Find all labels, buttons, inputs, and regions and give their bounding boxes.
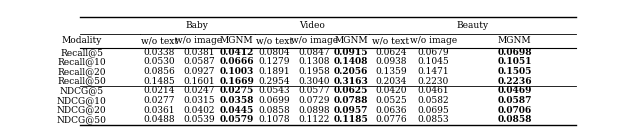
Text: 0.0579: 0.0579 xyxy=(220,115,254,124)
Text: 0.0729: 0.0729 xyxy=(298,96,330,105)
Text: 0.0853: 0.0853 xyxy=(417,115,449,124)
Text: 0.1185: 0.1185 xyxy=(334,115,369,124)
Text: 0.1122: 0.1122 xyxy=(298,115,330,124)
Text: Recall@5: Recall@5 xyxy=(60,48,103,57)
Text: 0.0938: 0.0938 xyxy=(375,58,407,66)
Text: 0.0858: 0.0858 xyxy=(259,106,291,115)
Text: 0.0461: 0.0461 xyxy=(417,86,449,95)
Text: 0.0858: 0.0858 xyxy=(497,115,532,124)
Text: Recall@50: Recall@50 xyxy=(57,77,106,86)
Text: Beauty: Beauty xyxy=(456,21,488,30)
Text: 0.0847: 0.0847 xyxy=(298,48,330,57)
Text: w/o image: w/o image xyxy=(291,36,338,45)
Text: 0.0488: 0.0488 xyxy=(143,115,175,124)
Text: 0.0856: 0.0856 xyxy=(143,67,175,76)
Text: 0.1505: 0.1505 xyxy=(497,67,532,76)
Text: 0.0706: 0.0706 xyxy=(497,106,532,115)
Text: 0.0695: 0.0695 xyxy=(417,106,449,115)
Text: 0.1408: 0.1408 xyxy=(334,58,369,66)
Text: Video: Video xyxy=(299,21,324,30)
Text: 0.1485: 0.1485 xyxy=(143,77,175,86)
Text: 0.1359: 0.1359 xyxy=(375,67,407,76)
Text: 0.2056: 0.2056 xyxy=(334,67,369,76)
Text: 0.0636: 0.0636 xyxy=(375,106,407,115)
Text: 0.3163: 0.3163 xyxy=(334,77,369,86)
Text: 0.0445: 0.0445 xyxy=(220,106,254,115)
Text: 0.0957: 0.0957 xyxy=(334,106,369,115)
Text: 0.0776: 0.0776 xyxy=(375,115,407,124)
Text: 0.2954: 0.2954 xyxy=(259,77,291,86)
Text: 0.1003: 0.1003 xyxy=(220,67,254,76)
Text: 0.0666: 0.0666 xyxy=(220,58,254,66)
Text: 0.1669: 0.1669 xyxy=(220,77,254,86)
Text: w/o image: w/o image xyxy=(410,36,457,45)
Text: 0.0587: 0.0587 xyxy=(497,96,532,105)
Text: 0.0412: 0.0412 xyxy=(220,48,254,57)
Text: Recall@20: Recall@20 xyxy=(57,67,106,76)
Text: w/o image: w/o image xyxy=(175,36,223,45)
Text: 0.1958: 0.1958 xyxy=(298,67,330,76)
Text: 0.0277: 0.0277 xyxy=(143,96,175,105)
Text: 0.1601: 0.1601 xyxy=(183,77,215,86)
Text: 0.0577: 0.0577 xyxy=(298,86,330,95)
Text: 0.0898: 0.0898 xyxy=(298,106,330,115)
Text: 0.0679: 0.0679 xyxy=(417,48,449,57)
Text: 0.0525: 0.0525 xyxy=(375,96,407,105)
Text: 0.0625: 0.0625 xyxy=(334,86,369,95)
Text: 0.0927: 0.0927 xyxy=(183,67,215,76)
Text: NDCG@10: NDCG@10 xyxy=(56,96,106,105)
Text: Recall@10: Recall@10 xyxy=(57,58,106,66)
Text: 0.0698: 0.0698 xyxy=(497,48,532,57)
Text: 0.0788: 0.0788 xyxy=(334,96,369,105)
Text: 0.1051: 0.1051 xyxy=(497,58,532,66)
Text: Baby: Baby xyxy=(186,21,209,30)
Text: 0.0624: 0.0624 xyxy=(375,48,407,57)
Text: NDCG@20: NDCG@20 xyxy=(57,106,106,115)
Text: 0.3040: 0.3040 xyxy=(298,77,330,86)
Text: 0.1279: 0.1279 xyxy=(259,58,290,66)
Text: 0.0587: 0.0587 xyxy=(183,58,215,66)
Text: MGNM: MGNM xyxy=(498,36,531,45)
Text: 0.0804: 0.0804 xyxy=(259,48,291,57)
Text: 0.0539: 0.0539 xyxy=(183,115,215,124)
Text: w/o text: w/o text xyxy=(372,36,410,45)
Text: 0.1471: 0.1471 xyxy=(417,67,449,76)
Text: 0.0358: 0.0358 xyxy=(220,96,254,105)
Text: 0.0381: 0.0381 xyxy=(183,48,215,57)
Text: 0.0530: 0.0530 xyxy=(143,58,175,66)
Text: 0.0275: 0.0275 xyxy=(220,86,254,95)
Text: MGNM: MGNM xyxy=(220,36,253,45)
Text: 0.0582: 0.0582 xyxy=(417,96,449,105)
Text: 0.0469: 0.0469 xyxy=(497,86,532,95)
Text: Modality: Modality xyxy=(61,36,102,45)
Text: NDCG@5: NDCG@5 xyxy=(60,86,104,95)
Text: w/o text: w/o text xyxy=(141,36,178,45)
Text: 0.0315: 0.0315 xyxy=(183,96,215,105)
Text: 0.1891: 0.1891 xyxy=(259,67,291,76)
Text: 0.0361: 0.0361 xyxy=(143,106,175,115)
Text: 0.0915: 0.0915 xyxy=(334,48,369,57)
Text: 0.0214: 0.0214 xyxy=(143,86,175,95)
Text: MGNM: MGNM xyxy=(335,36,368,45)
Text: 0.1308: 0.1308 xyxy=(298,58,330,66)
Text: NDCG@50: NDCG@50 xyxy=(56,115,106,124)
Text: 0.0420: 0.0420 xyxy=(375,86,407,95)
Text: 0.2034: 0.2034 xyxy=(375,77,406,86)
Text: 0.0247: 0.0247 xyxy=(183,86,215,95)
Text: w/o text: w/o text xyxy=(256,36,293,45)
Text: 0.0338: 0.0338 xyxy=(143,48,175,57)
Text: 0.0402: 0.0402 xyxy=(183,106,215,115)
Text: 0.0543: 0.0543 xyxy=(259,86,291,95)
Text: 0.1045: 0.1045 xyxy=(417,58,449,66)
Text: 0.0699: 0.0699 xyxy=(259,96,291,105)
Text: 0.2236: 0.2236 xyxy=(497,77,532,86)
Text: 0.2230: 0.2230 xyxy=(417,77,449,86)
Text: 0.1078: 0.1078 xyxy=(259,115,291,124)
